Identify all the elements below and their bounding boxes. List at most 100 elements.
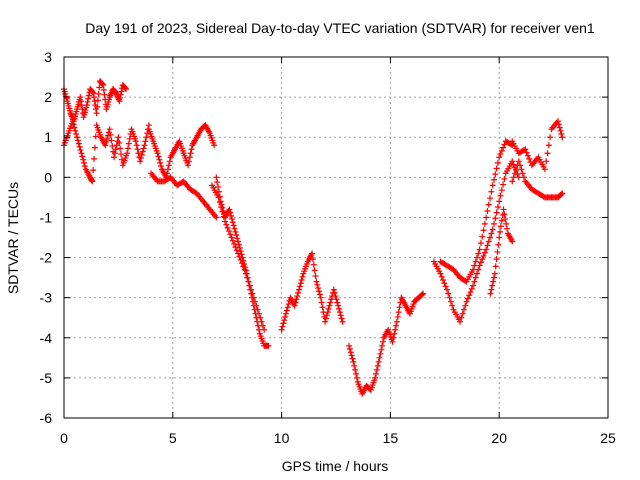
data-point <box>509 158 516 165</box>
data-point-interp <box>557 127 564 134</box>
x-tick-label: 0 <box>60 430 68 446</box>
data-point-interp <box>96 84 103 91</box>
data-point-interp <box>484 242 491 249</box>
data-point-interp <box>511 170 518 177</box>
data-point-interp <box>488 286 495 293</box>
data-point-interp <box>526 155 533 162</box>
data-point-interp <box>258 318 265 325</box>
series-night-rise-lower <box>430 158 522 325</box>
data-point-interp <box>85 92 92 99</box>
data-point <box>500 206 507 213</box>
data-point-interp <box>142 138 149 145</box>
data-point-interp <box>220 208 227 215</box>
data-point-interp <box>445 290 452 297</box>
data-point <box>541 166 548 173</box>
data-point-interp <box>393 322 400 329</box>
data-point-interp <box>497 192 504 199</box>
data-point-interp <box>490 278 497 285</box>
data-point-interp <box>118 151 125 158</box>
series-lower-track-morning <box>61 118 152 185</box>
data-point <box>115 134 122 141</box>
series-late-night-lower <box>509 158 566 201</box>
data-point-interp <box>497 228 504 235</box>
data-point-interp <box>333 296 340 303</box>
data-point-interp <box>493 209 500 216</box>
data-point <box>102 142 109 149</box>
data-point-interp <box>494 204 501 211</box>
data-point-interp <box>216 199 223 206</box>
data-point <box>228 234 235 241</box>
data-point-interp <box>519 170 526 177</box>
data-point-interp <box>348 352 355 359</box>
data-point-interp <box>373 366 380 373</box>
data-point-interp <box>259 322 266 329</box>
data-point-interp <box>391 330 398 337</box>
data-point <box>476 246 483 253</box>
data-point <box>420 290 427 297</box>
data-point-interp <box>480 227 487 234</box>
data-point-interp <box>558 131 565 138</box>
data-point-interp <box>231 225 238 232</box>
data-point-interp <box>99 81 106 88</box>
data-point <box>123 86 130 93</box>
data-point-interp <box>479 233 486 240</box>
data-point <box>248 286 255 293</box>
data-point-interp <box>331 289 338 296</box>
data-point-interp <box>449 302 456 309</box>
data-point <box>317 294 324 301</box>
data-point-interp <box>336 305 343 312</box>
data-point-interp <box>122 85 129 92</box>
data-point-interp <box>479 256 486 263</box>
data-point-interp <box>312 273 319 280</box>
data-point-interp <box>500 181 507 188</box>
data-point-interp <box>378 346 385 353</box>
x-axis-label: GPS time / hours <box>282 458 389 474</box>
data-point-interp <box>166 175 173 182</box>
data-point-interp <box>218 204 225 211</box>
data-point-interp <box>446 294 453 301</box>
data-point-interp <box>74 137 81 144</box>
data-point <box>554 118 561 125</box>
data-point-interp <box>373 370 380 377</box>
data-point-interp <box>310 261 317 268</box>
data-point-interp <box>485 201 492 208</box>
data-point-interp <box>94 103 101 110</box>
data-point-interp <box>70 121 77 128</box>
data-point-interp <box>492 215 499 222</box>
y-tick-label: -2 <box>40 250 53 266</box>
data-point-interp <box>322 315 329 322</box>
data-point-interp <box>282 313 289 320</box>
data-point-interp <box>442 283 449 290</box>
data-point-interp <box>133 142 140 149</box>
data-point <box>489 226 496 233</box>
data-point-interp <box>238 260 245 267</box>
data-point-interp <box>219 208 226 215</box>
plot-frame <box>63 56 609 419</box>
data-point-interp <box>471 262 478 269</box>
data-point-interp <box>316 288 323 295</box>
x-tick-label: 25 <box>600 430 616 446</box>
data-point-interp <box>228 212 235 219</box>
data-point-interp <box>77 98 84 105</box>
data-point-interp <box>490 176 497 183</box>
data-point <box>339 318 346 325</box>
data-point-interp <box>480 252 487 259</box>
data-point-interp <box>472 258 479 265</box>
data-point-interp <box>229 219 236 226</box>
y-tick-label: -3 <box>40 290 53 306</box>
data-point-interp <box>78 102 85 109</box>
data-point <box>291 302 298 309</box>
data-point-interp <box>179 179 186 186</box>
data-point-interp <box>236 253 243 260</box>
data-point-interp <box>187 150 194 157</box>
data-point-interp <box>71 124 78 131</box>
data-point-interp <box>140 145 147 152</box>
data-point <box>509 178 516 185</box>
data-point-interp <box>250 294 257 301</box>
data-point-interp <box>255 310 262 317</box>
data-point-interp <box>108 137 115 144</box>
data-point-interp <box>185 158 192 165</box>
data-point-interp <box>225 228 232 235</box>
data-point-interp <box>498 147 505 154</box>
data-point-interp <box>233 232 240 239</box>
